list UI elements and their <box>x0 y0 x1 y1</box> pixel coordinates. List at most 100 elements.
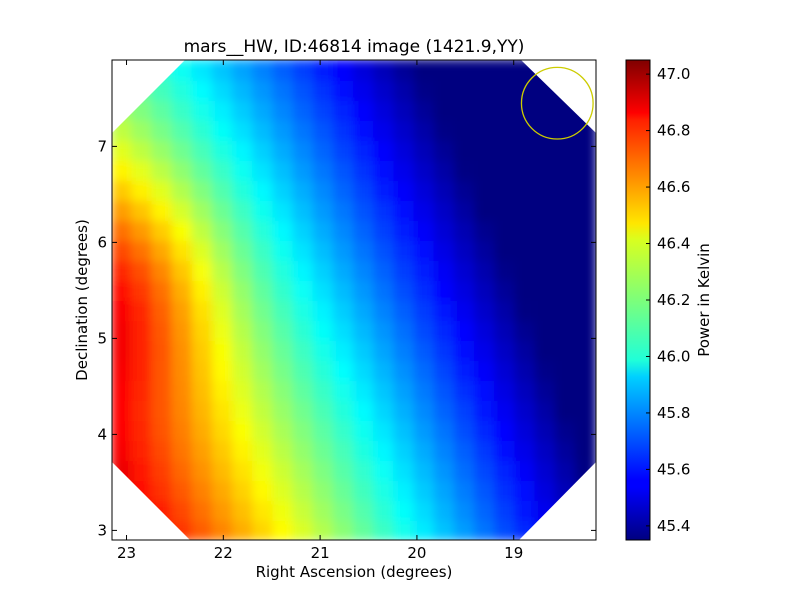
colorbar-tick-label: 45.6 <box>657 460 690 478</box>
heatmap-cell <box>191 319 214 341</box>
heatmap-cell <box>112 279 134 301</box>
heatmap-cell <box>191 399 214 421</box>
heatmap-cell <box>191 439 214 461</box>
heatmap-cell <box>393 359 416 381</box>
heatmap-cell <box>453 99 476 121</box>
heatmap-cell <box>312 359 335 381</box>
heatmap-cell <box>131 199 154 221</box>
heatmap-cell <box>373 239 396 261</box>
heatmap-cell <box>131 459 154 481</box>
heatmap-cell <box>332 479 355 501</box>
heatmap-cell <box>151 459 174 481</box>
y-axis-ticks: 3 4 5 6 7 <box>97 137 596 539</box>
heatmap-cell <box>232 299 255 321</box>
colorbar-tick-label: 45.4 <box>657 517 690 535</box>
heatmap-cell <box>112 79 134 101</box>
heatmap-cell <box>574 159 596 181</box>
heatmap-cell <box>151 359 174 381</box>
x-tick-label: 21 <box>311 544 330 562</box>
heatmap-cell <box>312 379 335 401</box>
heatmap-cell <box>171 79 194 101</box>
heatmap-cell <box>191 139 214 161</box>
heatmap-cell <box>292 379 315 401</box>
heatmap-cell <box>131 479 154 501</box>
heatmap-cell <box>232 359 255 381</box>
heatmap-cell <box>312 119 335 141</box>
heatmap-cell <box>554 60 577 81</box>
heatmap-cell <box>433 519 456 540</box>
heatmap-cell <box>252 219 275 241</box>
heatmap-cell <box>312 339 335 361</box>
heatmap-cell <box>211 479 234 501</box>
heatmap-cell <box>574 279 596 301</box>
heatmap-cell <box>474 439 497 461</box>
heatmap-cell <box>453 279 476 301</box>
heatmap-cell <box>574 339 596 361</box>
heatmap-cell <box>171 459 194 481</box>
heatmap-cell <box>373 219 396 241</box>
heatmap-cell <box>112 319 134 341</box>
heatmap-cell <box>574 399 596 421</box>
heatmap-cell <box>191 179 214 201</box>
heatmap-cell <box>474 379 497 401</box>
heatmap-cell <box>514 379 537 401</box>
heatmap-cell <box>534 199 557 221</box>
heatmap-cell <box>433 379 456 401</box>
heatmap-cell <box>554 119 577 141</box>
heatmap-cell <box>393 379 416 401</box>
heatmap-cell <box>574 259 596 281</box>
heatmap-cell <box>232 99 255 121</box>
heatmap-cell <box>514 319 537 341</box>
heatmap-cell <box>211 239 234 261</box>
heatmap-cell <box>312 399 335 421</box>
x-axis-label: Right Ascension (degrees) <box>256 563 453 581</box>
heatmap-cell <box>514 99 537 121</box>
heatmap-cell <box>151 239 174 261</box>
heatmap-cell <box>171 499 194 521</box>
heatmap-cell <box>332 219 355 241</box>
heatmap-cell <box>373 519 396 540</box>
heatmap-cell <box>393 439 416 461</box>
heatmap-cell <box>474 179 497 201</box>
heatmap-cell <box>373 119 396 141</box>
heatmap-cell <box>514 79 537 101</box>
heatmap-cell <box>554 399 577 421</box>
heatmap-cell <box>453 159 476 181</box>
heatmap-cell <box>413 219 436 241</box>
heatmap-cell <box>494 319 517 341</box>
heatmap-cell <box>433 99 456 121</box>
heatmap-cell <box>131 379 154 401</box>
heatmap-cell <box>232 199 255 221</box>
heatmap-cell <box>453 239 476 261</box>
heatmap-cell <box>312 219 335 241</box>
heatmap-cell <box>433 459 456 481</box>
heatmap-cell <box>574 239 596 261</box>
heatmap-cell <box>474 219 497 241</box>
heatmap-cell <box>453 199 476 221</box>
heatmap-cell <box>332 419 355 441</box>
heatmap-cell <box>353 219 376 241</box>
heatmap-cell <box>393 79 416 101</box>
heatmap-cell <box>211 379 234 401</box>
heatmap-cell <box>292 499 315 521</box>
heatmap-cell <box>534 339 557 361</box>
colorbar-tick-label: 45.8 <box>657 404 690 422</box>
heatmap-cell <box>191 519 214 540</box>
heatmap-cell <box>292 339 315 361</box>
heatmap-cell <box>514 359 537 381</box>
heatmap-cell <box>112 199 134 221</box>
heatmap-cell <box>554 519 577 540</box>
heatmap-cell <box>494 419 517 441</box>
heatmap-cell <box>353 79 376 101</box>
heatmap-cell <box>312 199 335 221</box>
heatmap-cell <box>474 199 497 221</box>
heatmap-cell <box>131 119 154 141</box>
heatmap-cell <box>413 239 436 261</box>
heatmap-cell <box>272 379 295 401</box>
heatmap-cell <box>191 379 214 401</box>
heatmap-cell <box>211 179 234 201</box>
heatmap-cell <box>413 379 436 401</box>
heatmap-cell <box>292 479 315 501</box>
heatmap-cell <box>413 399 436 421</box>
heatmap-cell <box>272 359 295 381</box>
